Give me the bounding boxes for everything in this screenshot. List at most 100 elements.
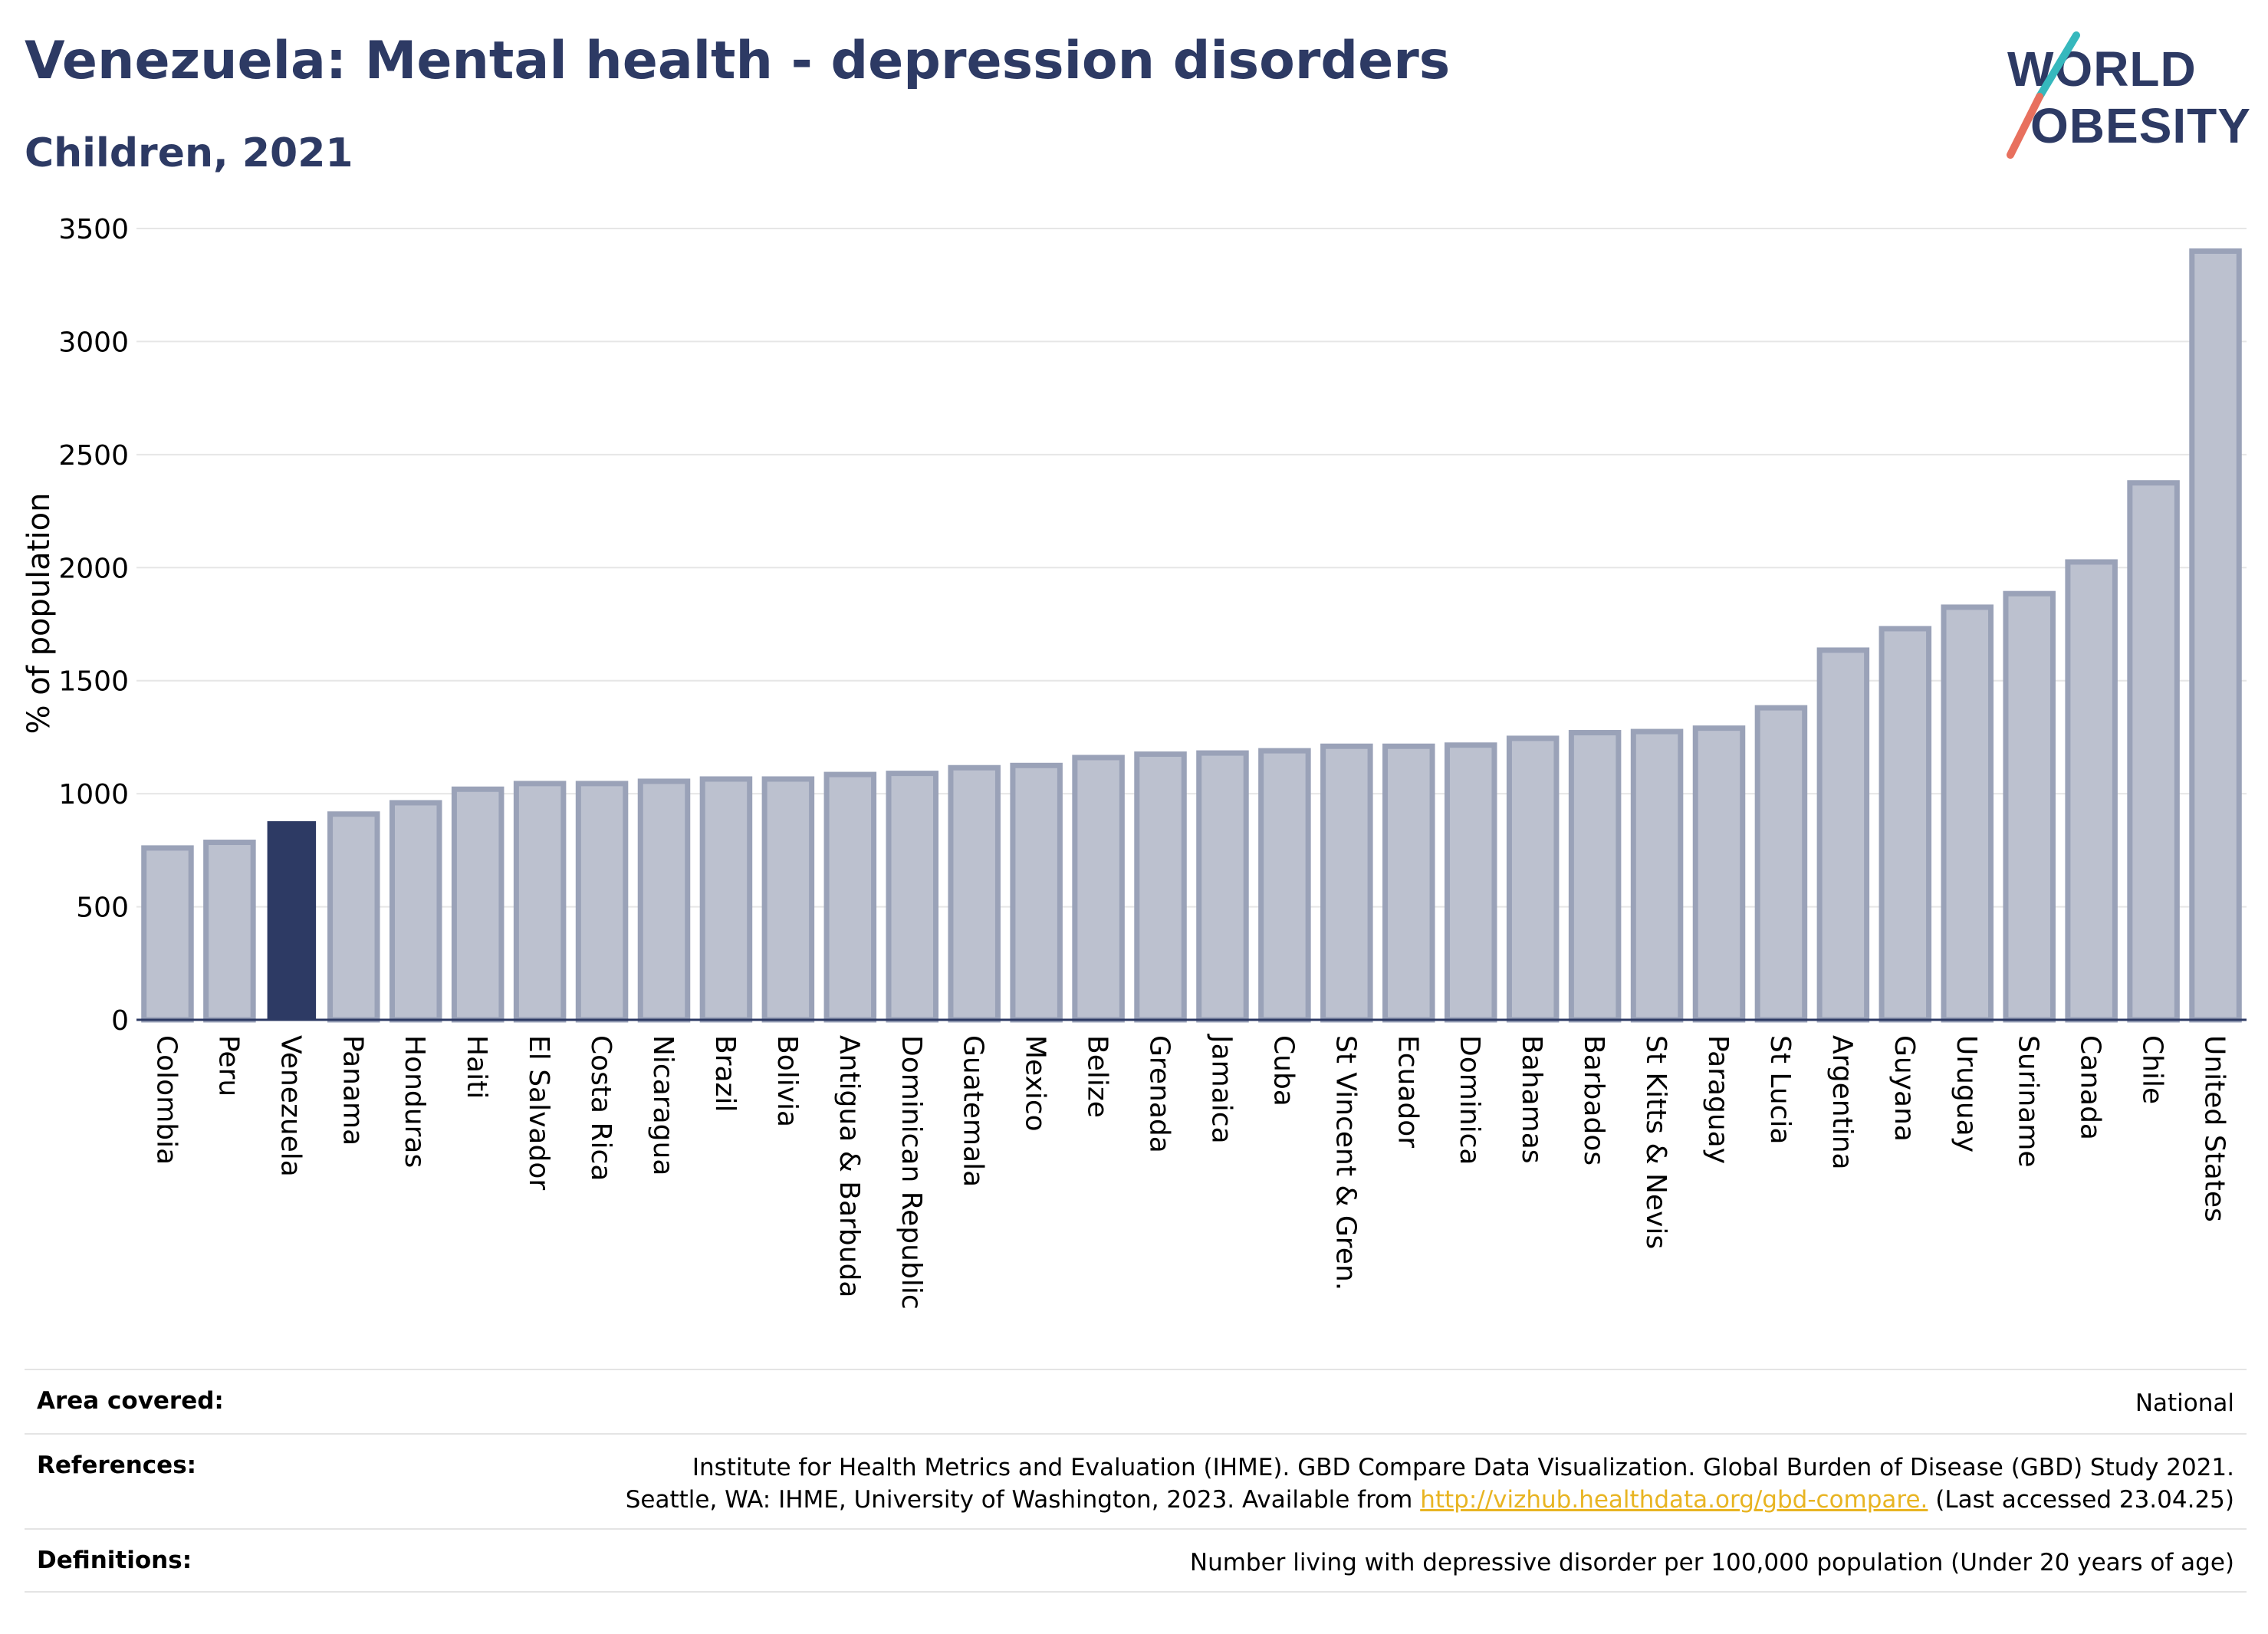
bar-bahamas [1506,735,1560,1023]
x-tick-label: Belize [1082,1035,1113,1118]
bar-bolivia [761,776,815,1023]
bar-argentina [1816,647,1870,1023]
bar-el-salvador [513,781,567,1023]
definitions-value: Number living with depressive disorder p… [1189,1549,2234,1576]
x-tick-label: St Lucia [1764,1035,1796,1145]
bar-belize [1072,755,1125,1023]
bar-cuba [1258,748,1311,1023]
footer-row-area: Area covered: National [25,1369,2247,1433]
x-tick-label: Paraguay [1702,1035,1734,1164]
footer-table: Area covered: National References: Insti… [25,1369,2247,1593]
svg-text:WORLD: WORLD [2007,41,2197,97]
y-axis-label: % of population [21,493,57,735]
x-tick-label: Colombia [150,1035,182,1165]
references-label: References: [37,1452,197,1479]
x-tick-label: Venezuela [274,1035,306,1177]
x-axis-ticks: Colombia Peru Venezuela Panama Honduras Haiti… [150,1034,2230,1310]
x-tick-label: Brazil [709,1035,741,1112]
x-tick-label: Dominica [1454,1035,1485,1165]
bar-guatemala [948,764,1001,1023]
x-tick-label: Guyana [1888,1035,1920,1142]
x-tick-label: Uruguay [1951,1035,1982,1152]
bar-antigua-barbuda [823,771,877,1023]
bar-grenada [1134,751,1187,1023]
references-line-2: Seattle, WA: IHME, University of Washing… [626,1484,2234,1516]
x-tick-label: Nicaragua [647,1035,679,1175]
bar-dominica [1444,742,1497,1023]
x-tick-label: United States [2199,1035,2230,1222]
y-tick-label: 2500 [58,440,129,472]
x-tick-label: Bahamas [1516,1035,1547,1164]
bar-united-states [2189,248,2242,1023]
bar-uruguay [1941,604,1994,1023]
references-line-2-suffix: (Last accessed 23.04.25) [1928,1486,2234,1514]
bar-canada [2065,559,2118,1023]
bar-ecuador [1382,743,1435,1023]
x-tick-label: Mexico [1020,1035,1051,1132]
x-tick-label: Dominican Republic [896,1035,927,1310]
page-title: Venezuela: Mental health - depression di… [25,31,1451,91]
bar-brazil [699,776,753,1023]
references-link[interactable]: http://vizhub.healthdata.org/gbd-compare… [1420,1486,1928,1514]
bar-st-kitts-nevis [1630,728,1684,1023]
bar-venezuela [267,821,317,1021]
x-tick-label: Chile [2137,1035,2168,1104]
y-tick-label: 3500 [58,214,129,245]
footer-row-definitions: Definitions: Number living with depressi… [25,1528,2247,1593]
bar-panama [327,811,380,1023]
bar-barbados [1568,730,1622,1023]
x-tick-label: Argentina [1826,1035,1858,1170]
x-tick-label: Cuba [1267,1035,1299,1106]
bar-chart: 0 500 1000 1500 2000 2500 3000 3500 % of popula… [21,214,2247,1310]
bar-dominican-republic [886,771,939,1023]
x-tick-label: Honduras [399,1035,430,1168]
y-tick-label: 500 [76,893,129,924]
x-tick-label: Barbados [1578,1035,1609,1165]
references-value: Institute for Health Metrics and Evaluat… [626,1452,2234,1516]
references-line-1: Institute for Health Metrics and Evaluat… [692,1454,2234,1481]
bar-paraguay [1692,725,1746,1023]
bar-chile [2127,480,2180,1023]
x-tick-label: Canada [2075,1035,2106,1140]
bar-peru [203,840,256,1023]
bar-colombia [141,845,194,1023]
x-tick-label: Guatemala [958,1035,989,1187]
x-tick-label: St Vincent & Gren. [1330,1035,1361,1290]
x-tick-label: Panama [337,1035,368,1146]
bars [141,248,2242,1023]
x-tick-label: Suriname [2013,1035,2044,1168]
y-tick-label: 1500 [58,666,129,698]
y-tick-label: 1000 [58,779,129,810]
bar-suriname [2003,590,2056,1023]
bar-st-vincent-gren- [1320,743,1373,1023]
bar-mexico [1010,762,1063,1023]
area-value: National [2135,1389,2234,1417]
x-tick-label: Costa Rica [585,1035,616,1181]
x-tick-label: Jamaica [1205,1034,1237,1144]
bar-haiti [451,786,505,1023]
x-tick-label: St Kitts & Nevis [1640,1035,1671,1249]
area-label: Area covered: [37,1387,224,1415]
y-tick-label: 3000 [58,327,129,358]
definitions-label: Definitions: [37,1547,192,1574]
bar-guyana [1878,626,1932,1023]
y-tick-label: 0 [111,1005,129,1037]
x-tick-label: El Salvador [523,1035,554,1190]
page-subtitle: Children, 2021 [25,130,353,176]
x-tick-label: Antigua & Barbuda [833,1035,865,1297]
y-tick-label: 2000 [58,553,129,584]
x-tick-label: Ecuador [1392,1035,1423,1148]
bar-nicaragua [637,778,691,1023]
svg-text:OBESITY: OBESITY [2030,98,2251,153]
bar-jamaica [1196,750,1249,1023]
bar-costa-rica [575,781,629,1023]
references-line-2-text: Seattle, WA: IHME, University of Washing… [625,1486,1421,1514]
x-tick-label: Haiti [461,1035,492,1099]
x-tick-label: Bolivia [771,1035,803,1127]
x-tick-label: Peru [212,1035,244,1096]
x-tick-label: Grenada [1144,1035,1175,1153]
world-obesity-logo: WORLD OBESITY [2007,31,2251,159]
footer-row-references: References: Institute for Health Metrics… [25,1433,2247,1528]
y-axis-ticks: 0 500 1000 1500 2000 2500 3000 3500 [58,214,129,1037]
bar-st-lucia [1754,705,1808,1023]
